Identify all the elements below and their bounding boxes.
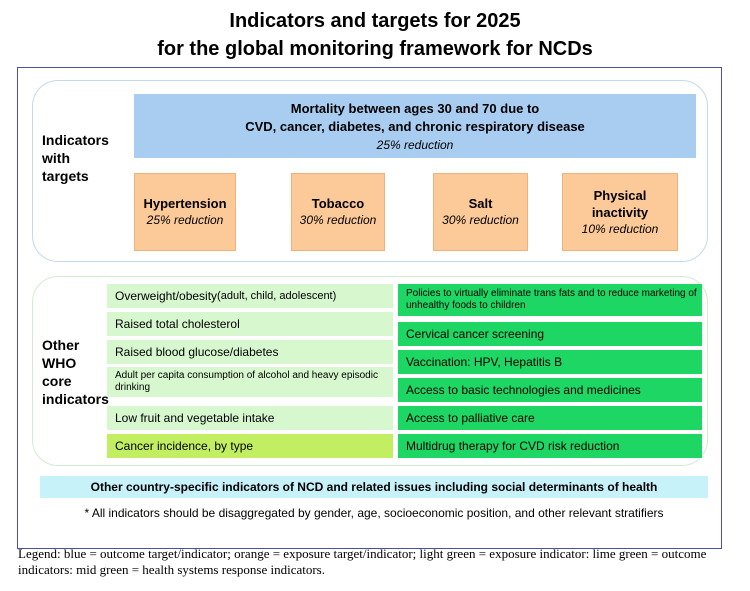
indicator-basic-technologies: Access to basic technologies and medicin… xyxy=(398,378,702,402)
indicator-alcohol: Adult per capita consumption of alcohol … xyxy=(107,367,393,397)
core-indicators-panel xyxy=(32,276,708,466)
exposure-name-line2: inactivity xyxy=(591,204,649,220)
indicator-text: Adult per capita consumption of alcohol … xyxy=(115,370,378,393)
targets-section-label: Indicators with targets xyxy=(42,131,109,185)
core-label-line: WHO xyxy=(42,355,77,371)
indicator-palliative-care: Access to palliative care xyxy=(398,406,702,430)
mortality-reduction: 25% reduction xyxy=(376,138,454,152)
hypertension-target-box: Hypertension 25% reduction xyxy=(134,173,236,251)
indicator-subtext: (adult, child, adolescent) xyxy=(217,290,337,302)
indicator-fruit-vegetable: Low fruit and vegetable intake xyxy=(107,406,393,430)
exposure-reduction: 30% reduction xyxy=(299,213,377,227)
indicator-text: Access to basic technologies and medicin… xyxy=(406,383,641,397)
exposure-name: Tobacco xyxy=(311,196,365,211)
core-label-line: indicators xyxy=(42,391,109,407)
exposure-reduction: 30% reduction xyxy=(442,213,519,227)
mortality-line2: CVD, cancer, diabetes, and chronic respi… xyxy=(245,119,585,134)
framework-frame xyxy=(17,67,722,549)
indicator-text: Multidrug therapy for CVD risk reduction xyxy=(406,439,620,453)
indicator-blood-glucose: Raised blood glucose/diabetes xyxy=(107,340,393,364)
exposure-name: Salt xyxy=(468,196,493,211)
indicator-text: Cervical cancer screening xyxy=(406,327,545,341)
core-section-label: Other WHO core indicators xyxy=(42,336,109,408)
diagram-title-line2: for the global monitoring framework for … xyxy=(157,38,593,60)
indicator-text: Overweight/obesity xyxy=(115,289,218,303)
indicator-overweight-obesity: Overweight/obesity (adult, child, adoles… xyxy=(107,284,393,308)
salt-target-box: Salt 30% reduction xyxy=(433,173,528,251)
targets-label-line: Indicators xyxy=(42,132,109,148)
core-label-line: Other xyxy=(42,337,80,353)
indicator-trans-fats-policy: Policies to virtually eliminate trans fa… xyxy=(398,284,702,316)
physical-inactivity-target-box: Physical inactivity 10% reduction xyxy=(562,173,678,251)
exposure-reduction: 25% reduction xyxy=(146,213,224,227)
tobacco-target-box: Tobacco 30% reduction xyxy=(291,173,385,251)
indicator-text: Cancer incidence, by type xyxy=(115,439,254,453)
indicator-cervical-screening: Cervical cancer screening xyxy=(398,322,702,346)
indicator-vaccination: Vaccination: HPV, Hepatitis B xyxy=(398,350,702,374)
indicator-cancer-incidence: Cancer incidence, by type xyxy=(107,434,393,458)
other-country-indicators: Other country-specific indicators of NCD… xyxy=(40,476,708,498)
indicator-multidrug-therapy: Multidrug therapy for CVD risk reduction xyxy=(398,434,702,458)
indicator-text: Vaccination: HPV, Hepatitis B xyxy=(406,355,563,369)
disaggregation-note: * All indicators should be disaggregated… xyxy=(84,506,664,520)
diagram-title-line1: Indicators and targets for 2025 xyxy=(229,10,521,32)
exposure-name: Hypertension xyxy=(143,196,227,211)
legend-caption: Legend: blue = outcome target/indicator;… xyxy=(18,546,707,577)
indicator-text: Raised blood glucose/diabetes xyxy=(115,345,279,359)
targets-panel xyxy=(32,80,708,262)
mortality-target-box: Mortality between ages 30 and 70 due to … xyxy=(134,94,696,158)
mortality-line1: Mortality between ages 30 and 70 due to xyxy=(290,101,540,116)
indicator-text: Access to palliative care xyxy=(406,411,535,425)
core-label-line: core xyxy=(42,373,72,389)
exposure-reduction: 10% reduction xyxy=(581,221,659,236)
indicator-text: Policies to virtually eliminate trans fa… xyxy=(406,288,697,311)
indicator-text: Low fruit and vegetable intake xyxy=(115,411,275,425)
indicator-text: Raised total cholesterol xyxy=(115,317,240,331)
indicator-cholesterol: Raised total cholesterol xyxy=(107,312,393,336)
targets-label-line: with xyxy=(42,150,70,166)
exposure-name: Physical xyxy=(593,187,647,203)
targets-label-line: targets xyxy=(42,168,89,184)
